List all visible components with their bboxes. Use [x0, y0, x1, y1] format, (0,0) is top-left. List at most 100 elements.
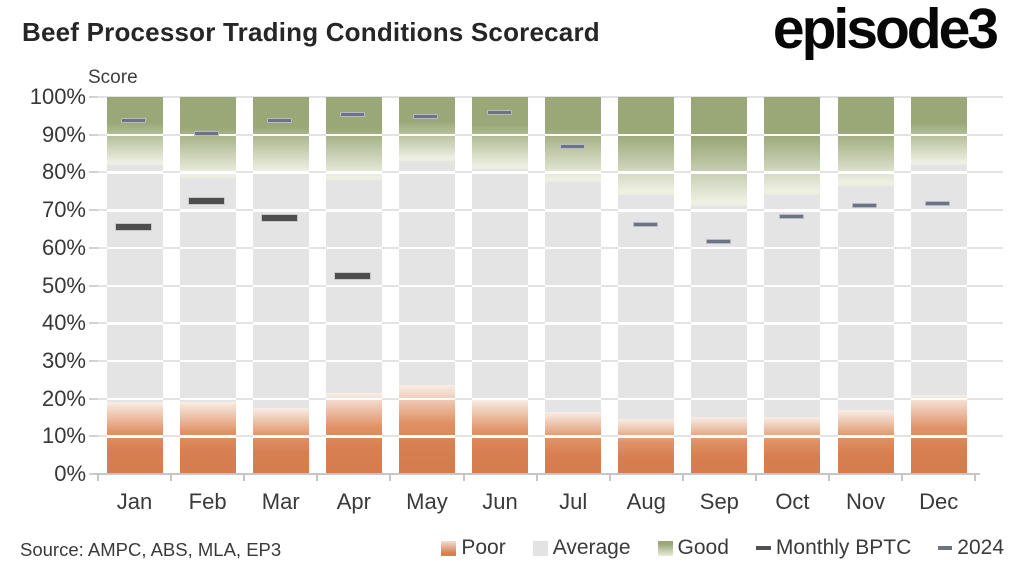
gridline-overlay — [618, 322, 675, 325]
monthly-bptc-dash-icon — [755, 545, 771, 551]
gridline-overlay — [545, 171, 602, 174]
y-axis-tick — [89, 397, 98, 400]
gridline-overlay — [325, 246, 382, 250]
x-axis-label-jan: Jan — [116, 489, 153, 514]
gridline-overlay — [764, 322, 821, 325]
y-axis-tick — [89, 246, 98, 249]
gridline-overlay — [398, 435, 455, 438]
gridline-overlay — [837, 397, 894, 401]
gridline-overlay — [764, 284, 821, 287]
segment-good — [910, 97, 967, 165]
gridline-overlay — [691, 322, 748, 325]
gridline-overlay — [252, 284, 309, 287]
gridline-overlay — [545, 435, 602, 438]
average-swatch-icon — [532, 540, 548, 556]
legend-item-2024: 2024 — [938, 536, 1004, 560]
segment-good — [398, 97, 455, 162]
y-axis-tick — [89, 171, 98, 174]
gridline-overlay — [398, 209, 455, 212]
gridline-overlay — [910, 133, 967, 137]
gridline-overlay — [618, 246, 675, 250]
segment-average — [252, 174, 309, 409]
segment-poor — [764, 417, 821, 474]
stacked-bar-jul — [545, 97, 602, 474]
segment-poor — [398, 385, 455, 474]
y-axis-label: 100% — [29, 84, 86, 109]
monthly-bptc-marker-mar — [260, 214, 298, 223]
gridline-overlay — [106, 284, 163, 287]
year-2024-dash-icon — [938, 546, 953, 550]
marker-2024-jul — [559, 144, 585, 150]
gridline-overlay — [691, 359, 748, 363]
page-title: Beef Processor Trading Conditions Scorec… — [22, 17, 600, 47]
segment-average — [179, 178, 236, 403]
gridline-overlay — [618, 209, 675, 212]
gridline-overlay — [472, 397, 529, 401]
gridline-overlay — [764, 359, 821, 363]
gridline-overlay — [691, 397, 748, 401]
gridline-overlay — [764, 133, 821, 137]
gridline-overlay — [691, 209, 748, 212]
marker-2024-feb — [194, 131, 220, 137]
source-note: Source: AMPC, ABS, MLA, EP3 — [20, 539, 282, 560]
gridline-overlay — [325, 133, 382, 137]
x-axis-tick — [901, 474, 904, 481]
stacked-bar-sep — [691, 97, 748, 474]
gridline-overlay — [472, 435, 529, 438]
stacked-bar-jun — [472, 97, 529, 474]
x-axis-tick — [828, 474, 830, 481]
legend-item-monthly-bptc: Monthly BPTC — [755, 536, 911, 560]
gridline-overlay — [325, 171, 382, 174]
legend-label-poor: Poor — [461, 536, 506, 559]
gridline-overlay — [252, 171, 309, 174]
gridline-overlay — [398, 397, 455, 401]
x-axis-label-oct: Oct — [775, 489, 810, 514]
stacked-bar-mar — [252, 97, 309, 474]
segment-average — [691, 206, 748, 418]
marker-2024-sep — [705, 238, 731, 244]
episode3-logo: episode3 — [772, 0, 999, 61]
gridline-overlay — [764, 246, 821, 250]
marker-2024-dec — [925, 200, 951, 206]
gridline-overlay — [545, 397, 602, 401]
gridline-overlay — [325, 359, 382, 363]
gridline-overlay — [472, 322, 529, 325]
gridline-overlay — [106, 435, 163, 438]
gridline-overlay — [179, 209, 236, 212]
gridline-overlay — [618, 171, 675, 174]
segment-good — [837, 97, 894, 186]
gridline-overlay — [837, 171, 894, 174]
gridline-overlay — [179, 322, 236, 325]
y-axis-tick — [89, 209, 98, 212]
y-axis-label: 0% — [54, 461, 86, 486]
marker-2024-nov — [852, 202, 878, 208]
gridline-overlay — [106, 209, 163, 212]
gridline-overlay — [618, 359, 675, 363]
y-axis-label: 80% — [41, 159, 86, 185]
legend-item-poor: Poor — [441, 536, 506, 560]
gridline-overlay — [179, 435, 236, 438]
legend-label-2024: 2024 — [957, 536, 1004, 559]
y-axis-title: Score — [88, 67, 138, 88]
segment-poor — [252, 408, 309, 474]
segment-poor — [179, 402, 236, 474]
gridline-overlay — [837, 322, 894, 325]
segment-average — [618, 195, 675, 420]
x-axis-tick — [608, 474, 611, 481]
segment-poor — [325, 392, 382, 474]
gridline-overlay — [545, 133, 602, 137]
gridline-overlay — [106, 171, 163, 174]
x-axis-tick — [389, 474, 392, 481]
gridline-overlay — [398, 322, 455, 325]
monthly-bptc-marker-jan — [114, 223, 152, 232]
gridline-overlay — [837, 359, 894, 363]
gridline-overlay — [837, 133, 894, 137]
gridline-overlay — [325, 322, 382, 325]
y-axis-label: 60% — [41, 234, 86, 260]
x-axis-label-dec: Dec — [919, 489, 959, 514]
marker-2024-oct — [778, 214, 804, 220]
gridline-overlay — [764, 435, 821, 438]
marker-2024-mar — [267, 118, 293, 123]
marker-2024-jan — [121, 118, 147, 123]
legend-item-good: Good — [657, 536, 729, 560]
